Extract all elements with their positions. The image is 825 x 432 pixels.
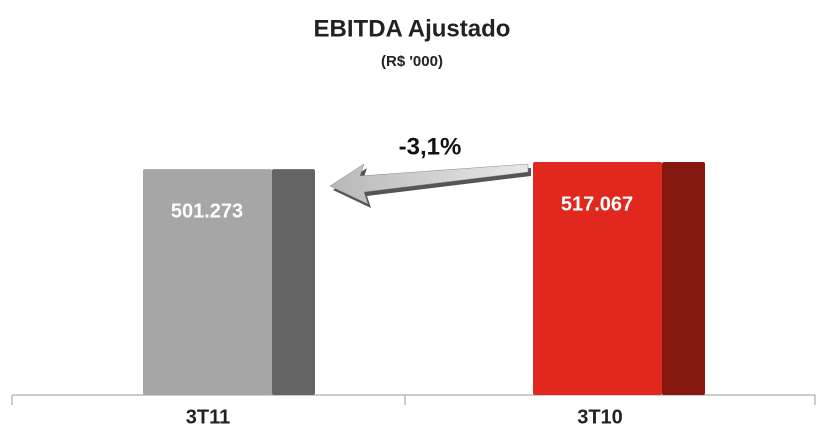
bar-front [533,162,662,395]
bar-front [143,169,272,395]
x-tick-label: 3T11 [186,406,230,428]
axis [11,394,816,405]
x-tick-label: 3T10 [577,406,623,428]
bar [143,169,315,395]
change-arrow [329,163,531,208]
bar-side [272,169,315,395]
change-label: -3,1% [399,133,462,160]
value-label: 517.067 [561,193,633,215]
chart-title: EBITDA Ajustado [314,15,511,42]
bar [533,162,705,395]
bar-side [662,162,705,395]
value-label: 501.273 [171,200,243,222]
chart-subtitle: (R$ '000) [381,53,443,70]
